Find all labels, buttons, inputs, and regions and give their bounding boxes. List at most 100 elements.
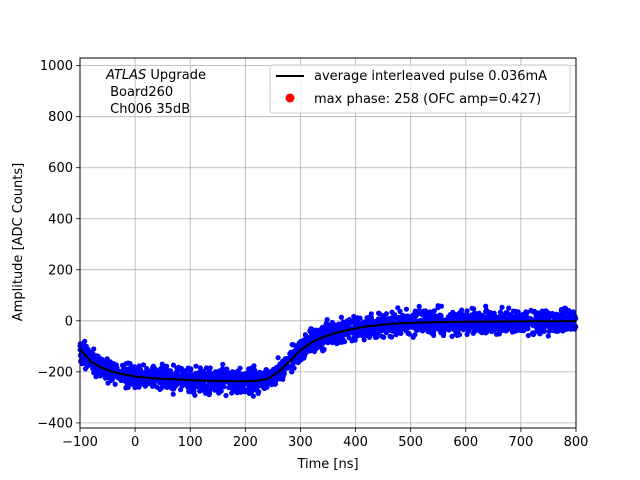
scatter-point	[252, 373, 258, 379]
scatter-point	[170, 391, 176, 397]
scatter-point	[424, 323, 430, 330]
annotation-line-2: Board260	[106, 85, 173, 100]
scatter-point	[251, 387, 257, 393]
plot-frame	[79, 57, 577, 429]
scatter-point	[393, 332, 399, 338]
scatter-point	[439, 328, 445, 335]
scatter-point	[326, 322, 332, 328]
scatter-point	[96, 367, 102, 373]
scatter-point	[120, 362, 126, 369]
scatter-point	[247, 375, 253, 381]
y-tick-label: 200	[48, 263, 73, 278]
x-tick-label: 100	[178, 435, 203, 450]
scatter-point	[545, 333, 551, 339]
scatter-point	[188, 366, 194, 372]
scatter-point	[449, 325, 455, 331]
scatter-point	[330, 326, 336, 332]
scatter-point	[169, 385, 175, 391]
annotation: ATLAS Upgrade Board260 Ch006 35dB	[105, 68, 206, 117]
scatter-point	[83, 346, 89, 352]
scatter-point	[360, 332, 366, 338]
scatter-point	[559, 312, 565, 319]
scatter-point	[343, 322, 349, 328]
scatter-point	[476, 316, 482, 322]
legend: average interleaved pulse 0.036mA max ph…	[269, 64, 571, 114]
scatter-point	[82, 366, 88, 372]
scatter-point	[145, 378, 151, 384]
scatter-point	[417, 308, 424, 314]
y-tick-label: −200	[37, 365, 73, 380]
scatter-point	[246, 390, 252, 396]
scatter-point	[224, 366, 230, 372]
scatter-point	[551, 324, 557, 330]
scatter-point	[169, 381, 176, 387]
scatter-point	[291, 365, 297, 371]
scatter-point	[550, 311, 556, 317]
scatter-point	[455, 330, 461, 336]
scatter-point	[229, 374, 235, 380]
scatter-point	[201, 368, 207, 374]
scatter-point	[346, 335, 352, 341]
scatter-point	[383, 330, 389, 336]
scatter-point	[569, 322, 575, 328]
scatter-point	[499, 312, 505, 318]
scatter-point	[90, 365, 96, 372]
y-tick-label: 400	[48, 212, 73, 227]
scatter-point	[102, 360, 108, 366]
scatter-point	[398, 330, 404, 336]
scatter-point	[277, 375, 283, 381]
scatter-point	[389, 316, 395, 322]
scatter-point	[128, 363, 134, 369]
scatter-point	[531, 308, 538, 314]
scatter-point	[99, 370, 105, 376]
legend-dot-swatch	[285, 93, 295, 103]
x-axis-ticks: −100 0 100 200 300 400 500 600 700 800	[62, 428, 588, 450]
scatter-point	[435, 303, 441, 309]
scatter-point	[272, 381, 278, 387]
scatter-point	[412, 332, 418, 338]
scatter-point	[488, 325, 494, 331]
scatter-point	[256, 382, 262, 388]
scatter-point	[118, 377, 124, 384]
scatter-point	[91, 346, 97, 352]
scatter-point	[430, 316, 436, 322]
scatter-point	[493, 331, 500, 337]
scatter-point	[374, 325, 380, 331]
scatter-point	[226, 370, 232, 376]
scatter-point	[403, 306, 409, 312]
scatter-point	[400, 313, 406, 319]
scatter-point	[471, 306, 477, 312]
scatter-point	[365, 331, 371, 337]
scatter-point	[509, 315, 515, 321]
scatter-point	[412, 324, 418, 330]
scatter-point	[162, 372, 168, 378]
scatter-point	[246, 386, 252, 392]
scatter-point	[250, 393, 256, 399]
scatter-point	[372, 334, 379, 340]
scatter-point	[376, 311, 382, 317]
scatter-point	[417, 323, 423, 329]
scatter-point	[136, 383, 142, 389]
scatter-point	[252, 367, 258, 373]
scatter-point	[182, 374, 188, 380]
scatter-point	[175, 368, 181, 374]
scatter-point	[479, 330, 485, 336]
annotation-line-1: ATLAS Upgrade	[105, 68, 206, 83]
scatter-point	[91, 370, 97, 376]
scatter-point	[499, 304, 505, 310]
scatter-point	[82, 338, 88, 344]
scatter-point	[123, 366, 129, 372]
scatter-point	[191, 386, 197, 392]
scatter-point	[317, 327, 323, 333]
y-tick-label: 1000	[40, 59, 73, 74]
scatter-point	[539, 308, 545, 314]
scatter-point	[471, 312, 477, 318]
scatter-point	[139, 369, 145, 376]
scatter-point	[567, 312, 573, 318]
scatter-points	[77, 303, 579, 399]
scatter-point	[216, 368, 222, 374]
scatter-point	[141, 381, 147, 387]
scatter-point	[290, 360, 296, 366]
scatter-point	[218, 388, 224, 394]
scatter-point	[455, 322, 462, 328]
